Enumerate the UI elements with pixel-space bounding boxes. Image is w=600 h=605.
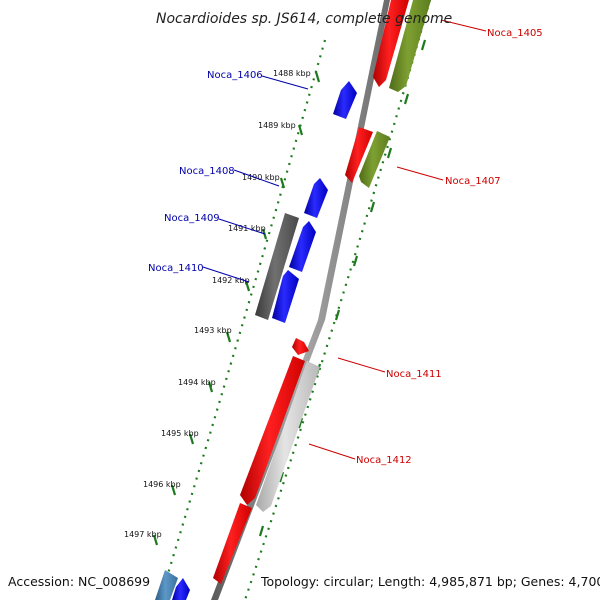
map-title: Nocardioides sp. JS614, complete genome (156, 11, 452, 27)
cds-noca-1408[interactable] (304, 178, 328, 218)
cds-noca-1406[interactable] (333, 81, 357, 119)
tick-label: 1490 kbp (242, 173, 280, 182)
gene-label-noca-1411[interactable]: Noca_1411 (386, 369, 442, 380)
forward-strand-features (213, 0, 431, 584)
cds-noca-1412[interactable] (213, 503, 252, 584)
inner-ruler-arc (158, 39, 327, 601)
tick-label: 1492 kbp (212, 276, 250, 285)
cds-noca-1410[interactable] (272, 270, 299, 323)
genome-backbone (211, 0, 390, 600)
cds-noca-1411-small[interactable] (292, 338, 309, 355)
tick-label: 1493 kbp (194, 326, 232, 335)
cds-noca-1407[interactable] (345, 127, 373, 183)
gene-labels: Noca_1405 Noca_1407 Noca_1411 Noca_1412 … (148, 28, 543, 466)
gene-label-noca-1410[interactable]: Noca_1410 (148, 263, 204, 274)
topology-text: Topology: circular; Length: 4,985,871 bp… (260, 574, 600, 589)
gene-label-noca-1409[interactable]: Noca_1409 (164, 213, 220, 224)
outer-ruler-ticks (258, 39, 427, 537)
tick-label: 1488 kbp (273, 69, 311, 78)
cds-noca-1412-gray[interactable] (256, 361, 320, 512)
inner-ruler-ticks (152, 71, 321, 546)
cds-noca-1409-dark[interactable] (255, 213, 299, 320)
cds-lower-steel[interactable] (155, 570, 178, 600)
gene-label-noca-1405[interactable]: Noca_1405 (487, 28, 543, 39)
gene-label-noca-1407[interactable]: Noca_1407 (445, 176, 501, 187)
cds-noca-1407-partner[interactable] (359, 131, 390, 188)
tick-label: 1495 kbp (161, 429, 199, 438)
tick-label: 1497 kbp (124, 530, 162, 539)
reverse-strand-features (155, 81, 357, 600)
cds-lower-blue[interactable] (172, 578, 190, 600)
cds-noca-1405[interactable] (373, 0, 409, 87)
accession-text: Accession: NC_008699 (8, 574, 150, 589)
gene-label-noca-1408[interactable]: Noca_1408 (179, 166, 235, 177)
tick-label: 1496 kbp (143, 480, 181, 489)
cds-noca-1409[interactable] (289, 221, 316, 272)
leader-lines (202, 19, 487, 460)
tick-label: 1494 kbp (178, 378, 216, 387)
cds-noca-1411[interactable] (240, 356, 305, 505)
gene-label-noca-1412[interactable]: Noca_1412 (356, 455, 412, 466)
gene-label-noca-1406[interactable]: Noca_1406 (207, 70, 263, 81)
tick-label: 1489 kbp (258, 121, 296, 130)
cds-noca-1405-neighbor[interactable] (389, 0, 431, 92)
